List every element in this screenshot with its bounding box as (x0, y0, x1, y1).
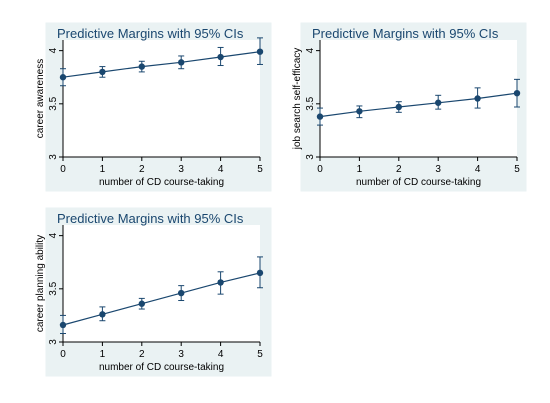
plot-area (63, 40, 260, 157)
x-tick-label: 2 (396, 164, 402, 175)
chart-panel-1: Predictive Margins with 95% CIs 0 1 2 3 4 5 3 3.… (35, 21, 273, 193)
y-tick-label: 4 (48, 232, 59, 238)
data-point (138, 63, 145, 70)
x-tick-label: 3 (178, 349, 184, 360)
y-tick-label: 3.5 (48, 281, 59, 295)
x-tick-label: 3 (178, 164, 184, 175)
x-tick-label: 0 (60, 349, 66, 360)
data-point (99, 68, 106, 76)
data-point (435, 99, 442, 106)
y-tick-label: 3 (48, 339, 59, 345)
data-point (395, 103, 402, 111)
x-tick-label: 5 (257, 164, 263, 175)
data-point (356, 108, 363, 115)
data-point (217, 279, 224, 286)
x-axis-label: number of CD course-taking (99, 362, 224, 373)
plot-area (320, 40, 517, 157)
series-line (319, 92, 518, 118)
data-point (256, 269, 264, 277)
y-tick-label: 3 (48, 154, 59, 160)
y-tick-label: 3.5 (48, 96, 59, 110)
data-point (256, 48, 264, 55)
x-tick-label: 1 (100, 349, 106, 360)
y-tick-label: 4 (48, 47, 59, 53)
data-point (59, 321, 67, 329)
series-line (62, 51, 261, 78)
x-tick-label: 4 (218, 164, 224, 175)
x-axis-label: number of CD course-taking (356, 177, 481, 188)
y-tick-label: 3.5 (305, 96, 316, 110)
y-tick-label: 4 (305, 47, 316, 53)
x-axis-label: number of CD course-taking (99, 177, 224, 188)
y-axis-label: job search self-efficacy (292, 48, 303, 151)
x-tick-label: 5 (257, 349, 263, 360)
x-tick-label: 2 (139, 164, 145, 175)
data-point (138, 300, 145, 307)
data-point (217, 53, 224, 61)
data-point (178, 289, 185, 297)
data-point (178, 59, 185, 66)
x-tick-label: 1 (357, 164, 363, 175)
x-tick-label: 0 (60, 164, 66, 175)
x-tick-label: 4 (218, 349, 224, 360)
plot-area (63, 225, 260, 342)
data-point (99, 311, 106, 318)
data-point (316, 113, 324, 120)
x-tick-label: 0 (317, 164, 323, 175)
data-point (59, 74, 67, 81)
x-tick-label: 3 (435, 164, 441, 175)
data-point (474, 95, 481, 102)
chart-panel-2: Predictive Margins with 95% CIs 0 1 2 3 4 5 3 3.… (292, 21, 528, 193)
x-tick-label: 4 (475, 164, 481, 175)
chart-title: Predictive Margins with 95% CIs (312, 26, 499, 41)
series-line (62, 272, 261, 326)
x-tick-label: 2 (139, 349, 145, 360)
x-tick-label: 5 (514, 164, 520, 175)
y-axis-label: career awareness (35, 59, 46, 138)
chart-title: Predictive Margins with 95% CIs (57, 211, 244, 226)
x-tick-label: 1 (100, 164, 106, 175)
y-tick-label: 3 (305, 154, 316, 160)
data-point (513, 89, 521, 97)
chart-panel-3: Predictive Margins with 95% CIs 0 1 2 3 4 5 3 3.… (35, 206, 273, 378)
chart-title: Predictive Margins with 95% CIs (57, 26, 244, 41)
y-axis-label: career planning ability (35, 235, 46, 332)
